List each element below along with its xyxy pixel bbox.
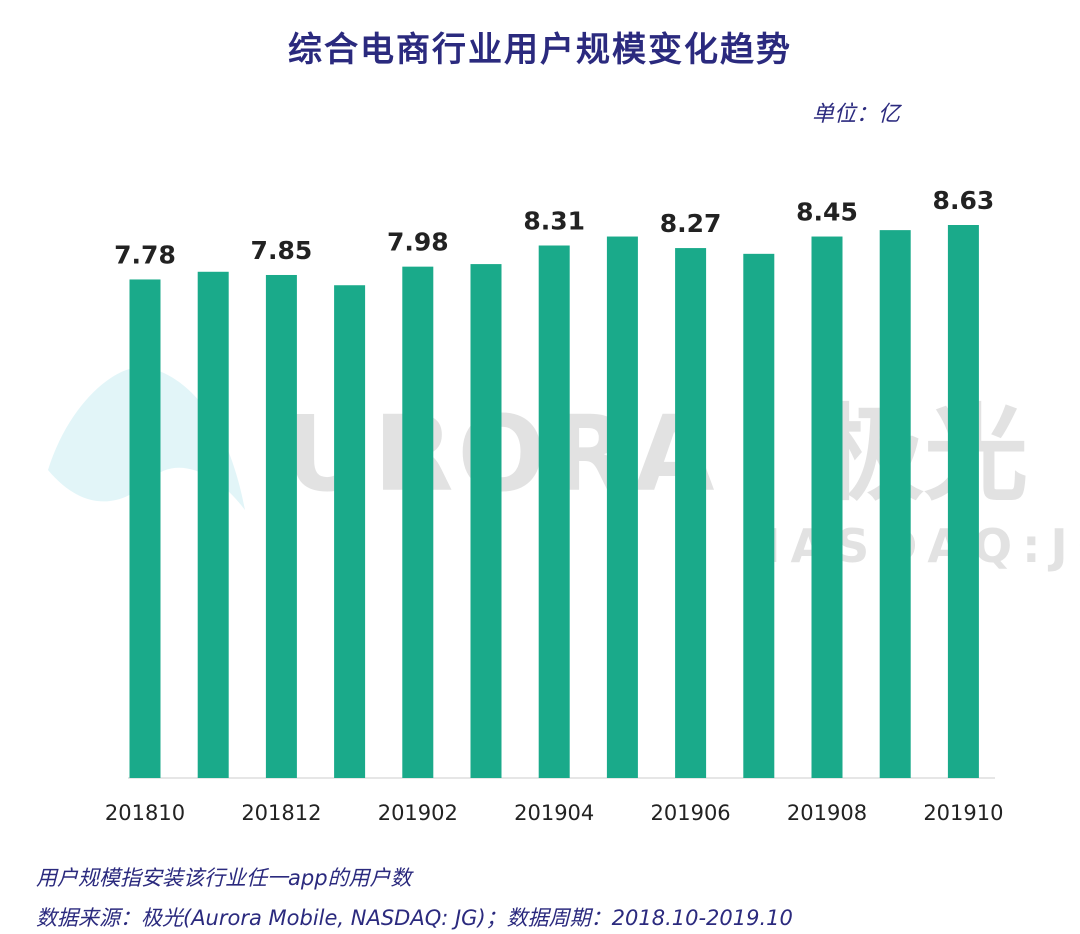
tick-labels-group: 201810 201812 201902 201904 201906 201908 2019… xyxy=(105,801,1004,825)
x-tick-201812: 201812 xyxy=(241,801,321,825)
value-label-201908: 8.45 xyxy=(796,198,858,227)
x-tick-201902: 201902 xyxy=(378,801,458,825)
watermark-sub: NASDAQ:JG xyxy=(742,519,1080,573)
bar-201812 xyxy=(265,274,297,778)
bar-201811 xyxy=(197,271,229,778)
value-label-201902: 7.98 xyxy=(387,228,449,257)
bar-201904 xyxy=(538,245,570,778)
bar-201907 xyxy=(743,253,775,779)
bar-201901 xyxy=(334,285,366,778)
source-note: 数据来源：极光(Aurora Mobile, NASDAQ: JG)；数据周期：… xyxy=(36,906,793,930)
bar-201903 xyxy=(470,264,502,778)
value-label-201812: 7.85 xyxy=(251,236,313,265)
bar-201909 xyxy=(879,230,911,779)
bar-201908 xyxy=(811,236,843,778)
x-tick-201906: 201906 xyxy=(651,801,731,825)
x-tick-201810: 201810 xyxy=(105,801,185,825)
value-label-201910: 8.63 xyxy=(933,186,995,215)
x-tick-201904: 201904 xyxy=(514,801,594,825)
x-tick-201908: 201908 xyxy=(787,801,867,825)
bar-201810 xyxy=(129,279,161,778)
bar-201905 xyxy=(606,236,638,778)
watermark-brand-cn: 极光 xyxy=(820,393,1028,515)
x-tick-201910: 201910 xyxy=(923,801,1003,825)
bar-201910 xyxy=(947,225,979,778)
value-label-201906: 8.27 xyxy=(660,209,722,238)
bar-201906 xyxy=(675,248,707,778)
bar-201902 xyxy=(402,266,434,778)
chart-title: 综合电商行业用户规模变化趋势 xyxy=(288,30,792,70)
value-label-201904: 8.31 xyxy=(523,207,585,236)
unit-label: 单位：亿 xyxy=(811,102,900,127)
bars-group xyxy=(129,225,979,779)
footnote: 用户规模指安装该行业任一app的用户数 xyxy=(36,866,412,890)
value-labels-group: 7.78 7.85 7.98 8.31 8.27 8.45 8.63 xyxy=(114,186,994,269)
value-label-201810: 7.78 xyxy=(114,240,176,269)
